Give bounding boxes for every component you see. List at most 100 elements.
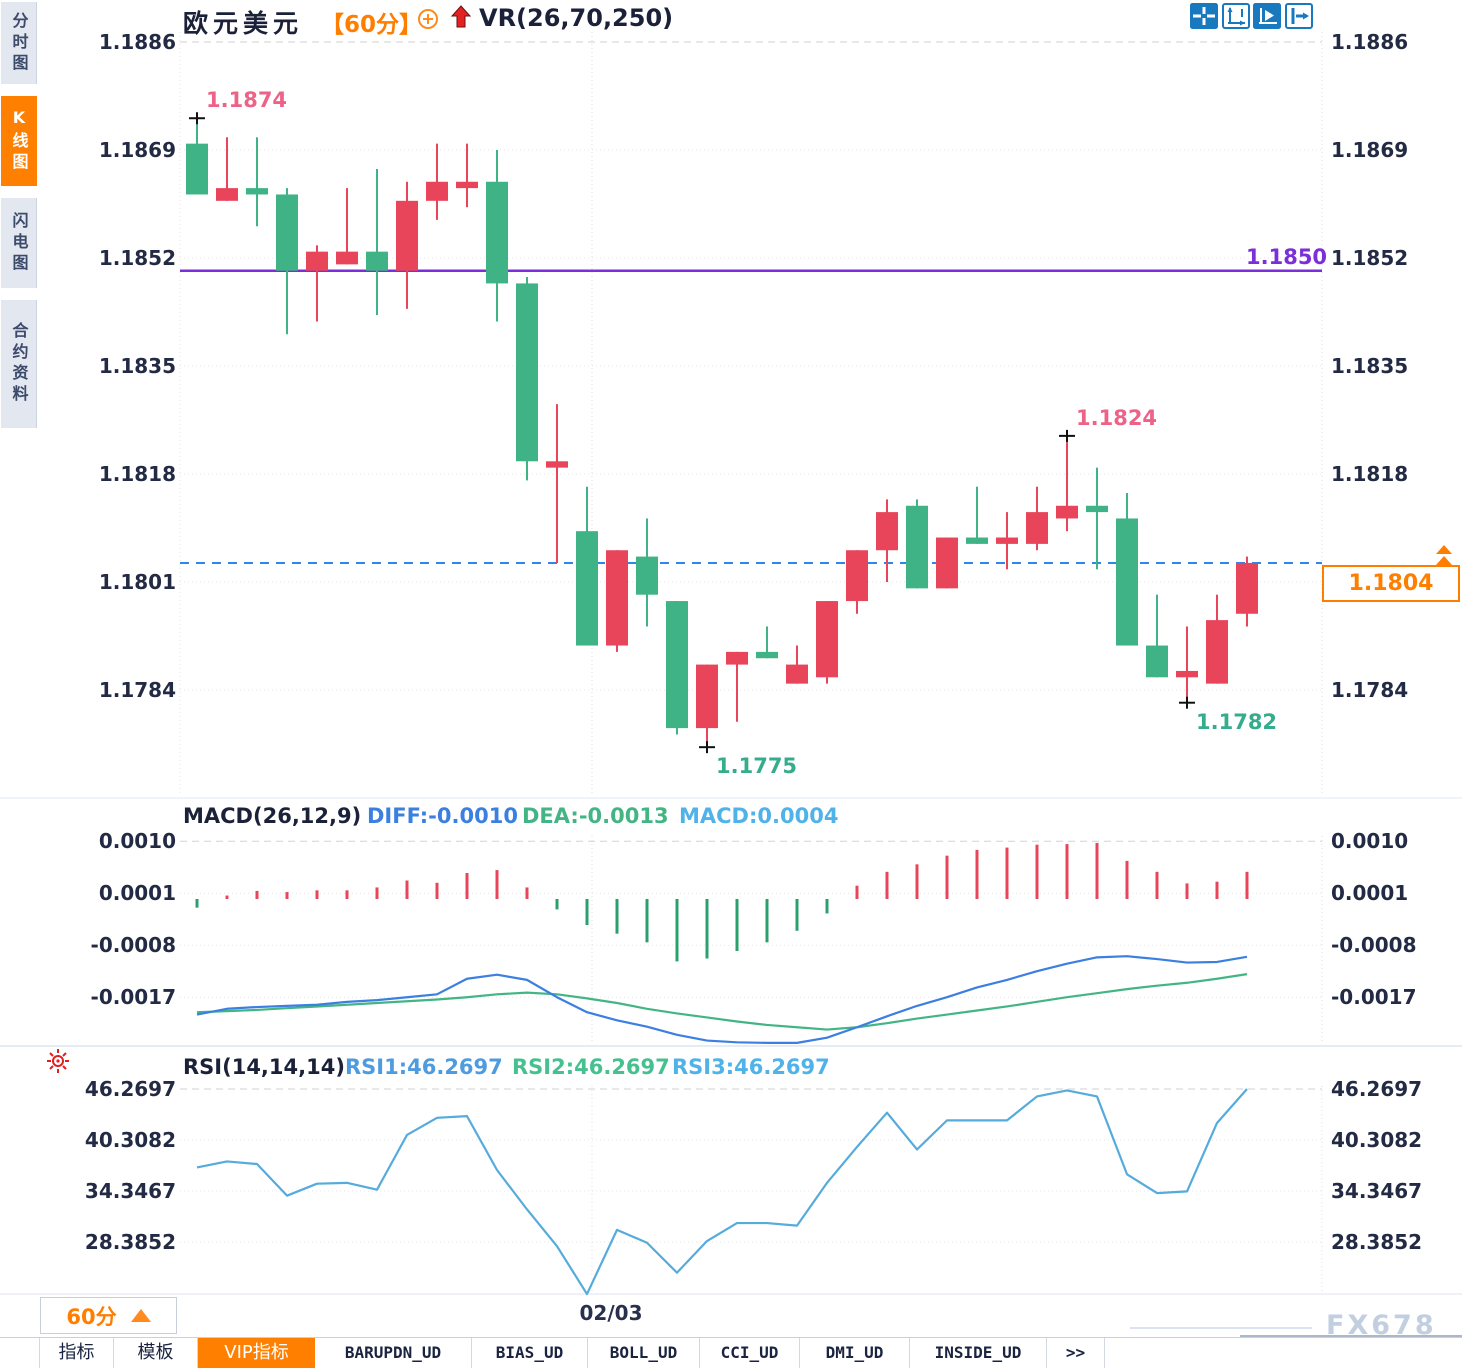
macd-macd-value: MACD:0.0004	[679, 804, 839, 828]
dea-line	[196, 973, 1248, 1031]
candle-body-up	[696, 664, 718, 729]
bottom-tab-CCI_UD[interactable]: CCI_UD	[700, 1338, 800, 1368]
candle-body-up	[1236, 562, 1258, 614]
macd-axis-label: -0.0008	[1331, 933, 1417, 958]
candle-body-up	[456, 181, 478, 189]
price-axis-label: 1.1801	[98, 570, 176, 594]
candle-body-down	[636, 556, 658, 595]
jump-to-latest-icon[interactable]	[1285, 3, 1313, 29]
candle-body-up	[996, 537, 1018, 544]
candle-body-down	[516, 283, 538, 462]
candle-body-down	[756, 651, 778, 659]
period-selector-label: 60分	[66, 1304, 117, 1329]
bottom-tab-模板[interactable]: 模板	[114, 1338, 198, 1368]
candle-body-up	[546, 461, 568, 468]
macd-diff-value: DIFF:-0.0010	[367, 804, 518, 828]
candle-body-down	[1146, 645, 1168, 678]
bottom-tab-指标[interactable]: 指标	[40, 1338, 114, 1368]
bottom-tab-BOLL_UD[interactable]: BOLL_UD	[588, 1338, 700, 1368]
price-axis-label: 1.1852	[98, 246, 176, 270]
bottom-tab-BIAS_UD[interactable]: BIAS_UD	[472, 1338, 588, 1368]
candle-body-up	[846, 550, 868, 602]
candle-body-down	[186, 143, 208, 195]
macd-axis-label: 0.0001	[1331, 881, 1409, 906]
rsi-title: RSI(14,14,14)	[183, 1055, 345, 1079]
rsi-axis-label: 28.3852	[1331, 1230, 1423, 1254]
axis-scale-icon[interactable]	[1222, 3, 1250, 29]
price-up-triangle-icon	[1436, 545, 1452, 554]
candle-body-down	[276, 194, 298, 271]
candle-body-up	[936, 537, 958, 589]
sun-icon[interactable]	[44, 1046, 72, 1080]
sidebar-tab-合约资料[interactable]: 合约资料	[1, 300, 37, 428]
sidebar-tab-分时图[interactable]: 分时图	[1, 2, 37, 84]
rsi-axis-label: 46.2697	[1331, 1077, 1423, 1101]
candle-body-up	[336, 251, 358, 265]
bottom-tab-VIP指标[interactable]: VIP指标	[198, 1338, 315, 1368]
x-axis-date-label: 02/03	[579, 1301, 643, 1325]
candle-body-down	[486, 181, 508, 284]
candle-body-up	[426, 181, 448, 201]
macd-axis-label: 0.0001	[98, 881, 176, 906]
candle-body-up	[786, 664, 808, 684]
crosshair-move-icon[interactable]	[1190, 3, 1218, 29]
bottom-tab->>[interactable]: >>	[1047, 1338, 1105, 1368]
tab-bar-spacer	[0, 1338, 40, 1368]
candle-body-down	[576, 531, 598, 646]
price-up-triangle-icon	[1436, 556, 1452, 565]
candle-body-up	[306, 251, 328, 271]
watermark-logo: FX678	[1326, 1310, 1437, 1341]
up-triangle-icon	[130, 1309, 151, 1322]
sidebar-tab-闪电图[interactable]: 闪电图	[1, 198, 37, 288]
indicator-params-label: VR(26,70,250)	[479, 4, 674, 32]
candle-body-up	[1056, 505, 1078, 519]
rsi1-value: RSI1:46.2697	[345, 1055, 503, 1079]
candle-body-down	[666, 601, 688, 729]
candle-body-up	[1026, 512, 1048, 544]
price-axis-label: 1.1784	[1331, 678, 1409, 702]
price-axis-label: 1.1835	[1331, 354, 1409, 378]
rsi3-value: RSI3:46.2697	[672, 1055, 830, 1079]
rsi-axis-label: 46.2697	[84, 1077, 176, 1101]
price-axis-label: 1.1835	[98, 354, 176, 378]
rsi-line	[196, 1088, 1248, 1296]
candle-body-up	[606, 550, 628, 646]
rsi-axis-label: 34.3467	[84, 1179, 176, 1203]
bottom-tab-DMI_UD[interactable]: DMI_UD	[800, 1338, 910, 1368]
candle-body-up	[816, 601, 838, 678]
macd-dea-value: DEA:-0.0013	[522, 804, 669, 828]
candle-body-down	[366, 251, 388, 271]
price-axis-label: 1.1818	[1331, 462, 1409, 486]
rsi2-value: RSI2:46.2697	[512, 1055, 670, 1079]
auto-scale-play-icon[interactable]	[1253, 3, 1281, 29]
macd-axis-label: 0.0010	[98, 829, 176, 854]
candle-body-down	[1086, 505, 1108, 513]
price-axis-label: 1.1869	[98, 138, 176, 162]
low-annotation: 1.1782	[1196, 709, 1278, 734]
rsi-axis-label: 34.3467	[1331, 1179, 1423, 1203]
macd-title: MACD(26,12,9)	[183, 804, 362, 828]
circle-plus-icon[interactable]	[417, 8, 439, 34]
price-axis-label: 1.1784	[98, 678, 176, 702]
purple-level-label: 1.1850	[1246, 245, 1328, 269]
period-selector[interactable]: 60分	[40, 1297, 177, 1334]
candle-body-down	[906, 505, 928, 589]
diff-line	[196, 955, 1248, 1044]
sidebar-tab-K线图[interactable]: K线图	[1, 96, 37, 186]
rsi-axis-label: 40.3082	[1331, 1128, 1423, 1152]
candle-body-up	[876, 512, 898, 551]
macd-axis-label: -0.0008	[90, 933, 176, 958]
candle-body-up	[726, 651, 748, 665]
candle-body-down	[1116, 518, 1138, 646]
indicator-tab-bar: 指标 模板 VIP指标 BARUPDN_UD BIAS_UD BOLL_UD CCI_UD D…	[0, 1337, 1462, 1368]
candle-body-up	[1206, 620, 1228, 684]
red-up-arrow-icon	[449, 4, 473, 34]
macd-axis-label: -0.0017	[90, 985, 176, 1010]
price-axis-label: 1.1818	[98, 462, 176, 486]
timeframe-label[interactable]: 【60分】	[321, 12, 423, 38]
bottom-tab-INSIDE_UD[interactable]: INSIDE_UD	[910, 1338, 1047, 1368]
bottom-tab-BARUPDN_UD[interactable]: BARUPDN_UD	[315, 1338, 472, 1368]
candle-body-up	[1176, 670, 1198, 678]
